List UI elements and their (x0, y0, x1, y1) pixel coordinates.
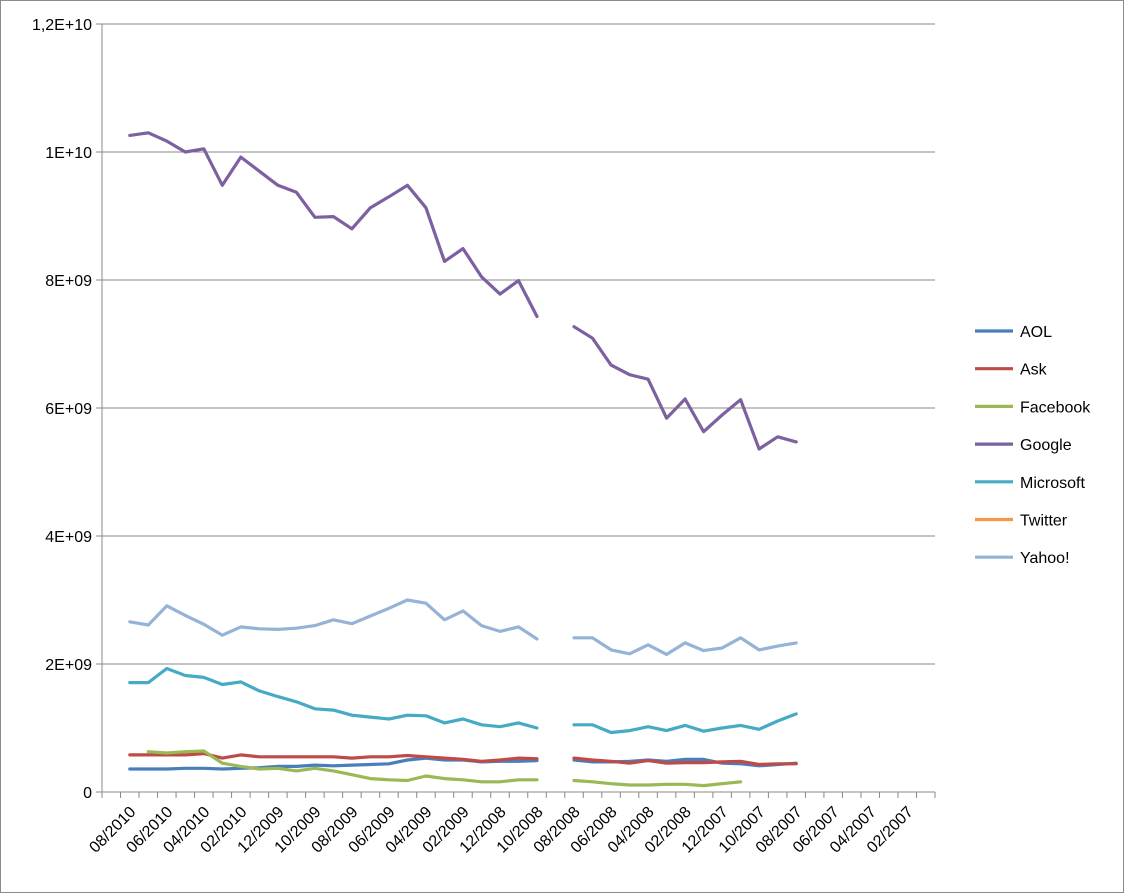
legend-label-google: Google (1020, 437, 1072, 454)
y-tick-label: 6E+09 (45, 401, 92, 418)
x-axis-tick-labels: 08/201006/201004/201002/201012/200910/20… (86, 804, 916, 857)
series-line-google (572, 325, 798, 451)
series-line-yahoo (572, 636, 798, 657)
y-axis-tick-labels: 0 2E+09 4E+09 6E+09 8E+09 1E+10 1,2E+10 (32, 17, 92, 802)
gridlines (102, 23, 935, 665)
series-line-ask (128, 751, 539, 763)
y-tick-label: 2E+09 (45, 657, 92, 674)
y-tick-label: 0 (83, 785, 92, 802)
legend-label-ask: Ask (1020, 362, 1048, 379)
axes (96, 23, 936, 798)
series-line-facebook (572, 778, 743, 788)
series-line-ask (572, 756, 798, 767)
legend: AOL Ask Facebook Google Microsoft Twitter Yaho… (975, 324, 1091, 567)
y-tick-label: 1,2E+10 (32, 17, 92, 34)
series-line-google (128, 131, 539, 319)
legend-label-twitter: Twitter (1020, 513, 1068, 530)
legend-label-aol: AOL (1020, 324, 1052, 341)
series-line-yahoo (128, 598, 539, 641)
legend-label-facebook: Facebook (1020, 399, 1091, 416)
y-tick-label: 4E+09 (45, 529, 92, 546)
series-lines (128, 131, 798, 788)
legend-label-microsoft: Microsoft (1020, 475, 1085, 492)
series-line-microsoft (128, 666, 539, 730)
y-tick-label: 8E+09 (45, 273, 92, 290)
series-line-facebook (146, 749, 539, 784)
series-line-microsoft (572, 712, 798, 735)
legend-label-yahoo: Yahoo! (1020, 550, 1070, 567)
y-tick-label: 1E+10 (45, 145, 92, 162)
